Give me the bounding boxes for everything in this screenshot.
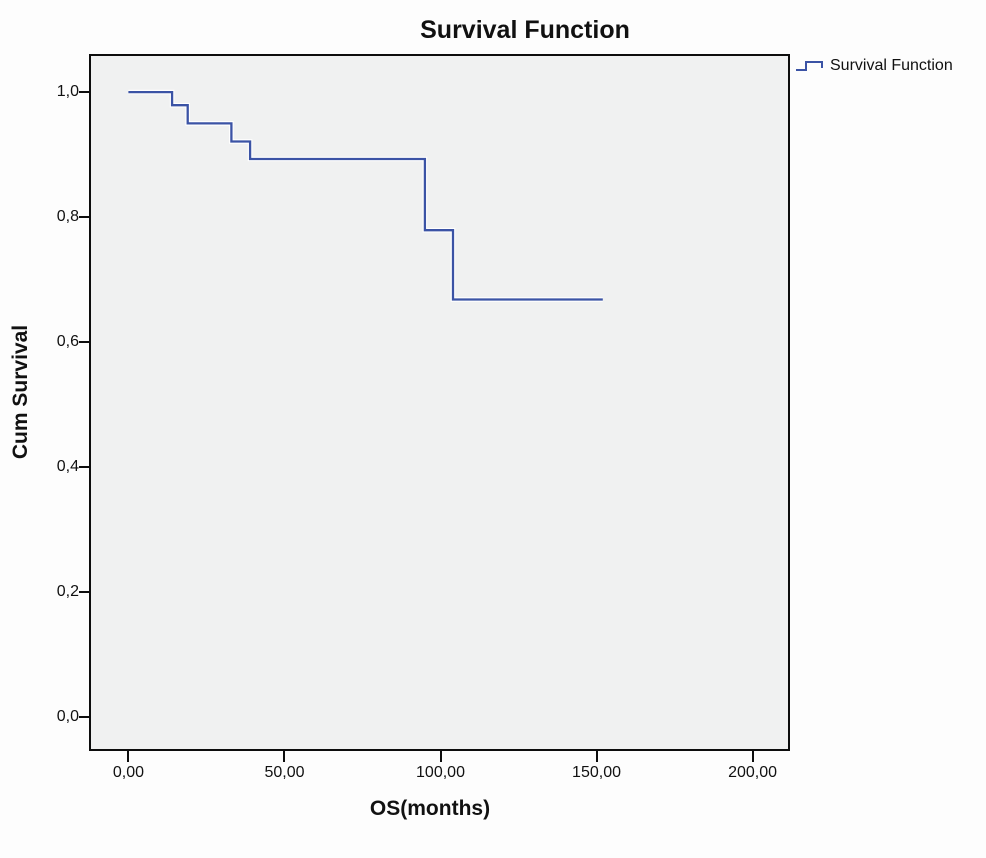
x-tick-label: 0,00: [112, 764, 145, 781]
legend-label: Survival Function: [830, 57, 953, 74]
x-axis-label: OS(months): [369, 797, 491, 820]
y-axis-label: Cum Survival: [9, 324, 32, 460]
y-tick-label: 0,2: [56, 582, 79, 600]
y-tick-label: 0,6: [56, 333, 79, 351]
x-tick-mark: [127, 751, 130, 762]
y-tick-mark: [79, 91, 91, 94]
chart-title: Survival Function: [420, 16, 630, 44]
plot-area: [89, 54, 790, 751]
x-tick-label: 200,00: [728, 764, 778, 781]
y-tick-label: 1,0: [56, 83, 79, 101]
y-tick-mark: [79, 465, 91, 468]
x-tick-mark: [751, 751, 754, 762]
y-tick-mark: [79, 341, 91, 344]
y-tick-mark: [79, 590, 91, 593]
y-tick-label: 0,4: [56, 457, 79, 475]
x-tick-mark: [439, 751, 442, 762]
y-tick-label: 0,0: [56, 707, 79, 725]
y-tick-mark: [79, 715, 91, 718]
step-line-icon: [796, 61, 823, 71]
x-tick-mark: [283, 751, 286, 762]
survival-curve: [128, 89, 603, 302]
y-tick-label: 0,8: [56, 208, 79, 226]
y-tick-mark: [79, 216, 91, 219]
curve-line: [128, 90, 603, 301]
legend: Survival Function: [795, 55, 953, 77]
x-tick-label: 100,00: [416, 764, 465, 781]
x-tick-label: 50,00: [264, 764, 305, 781]
x-tick-label: 150,00: [572, 764, 621, 781]
x-tick-mark: [595, 751, 598, 762]
